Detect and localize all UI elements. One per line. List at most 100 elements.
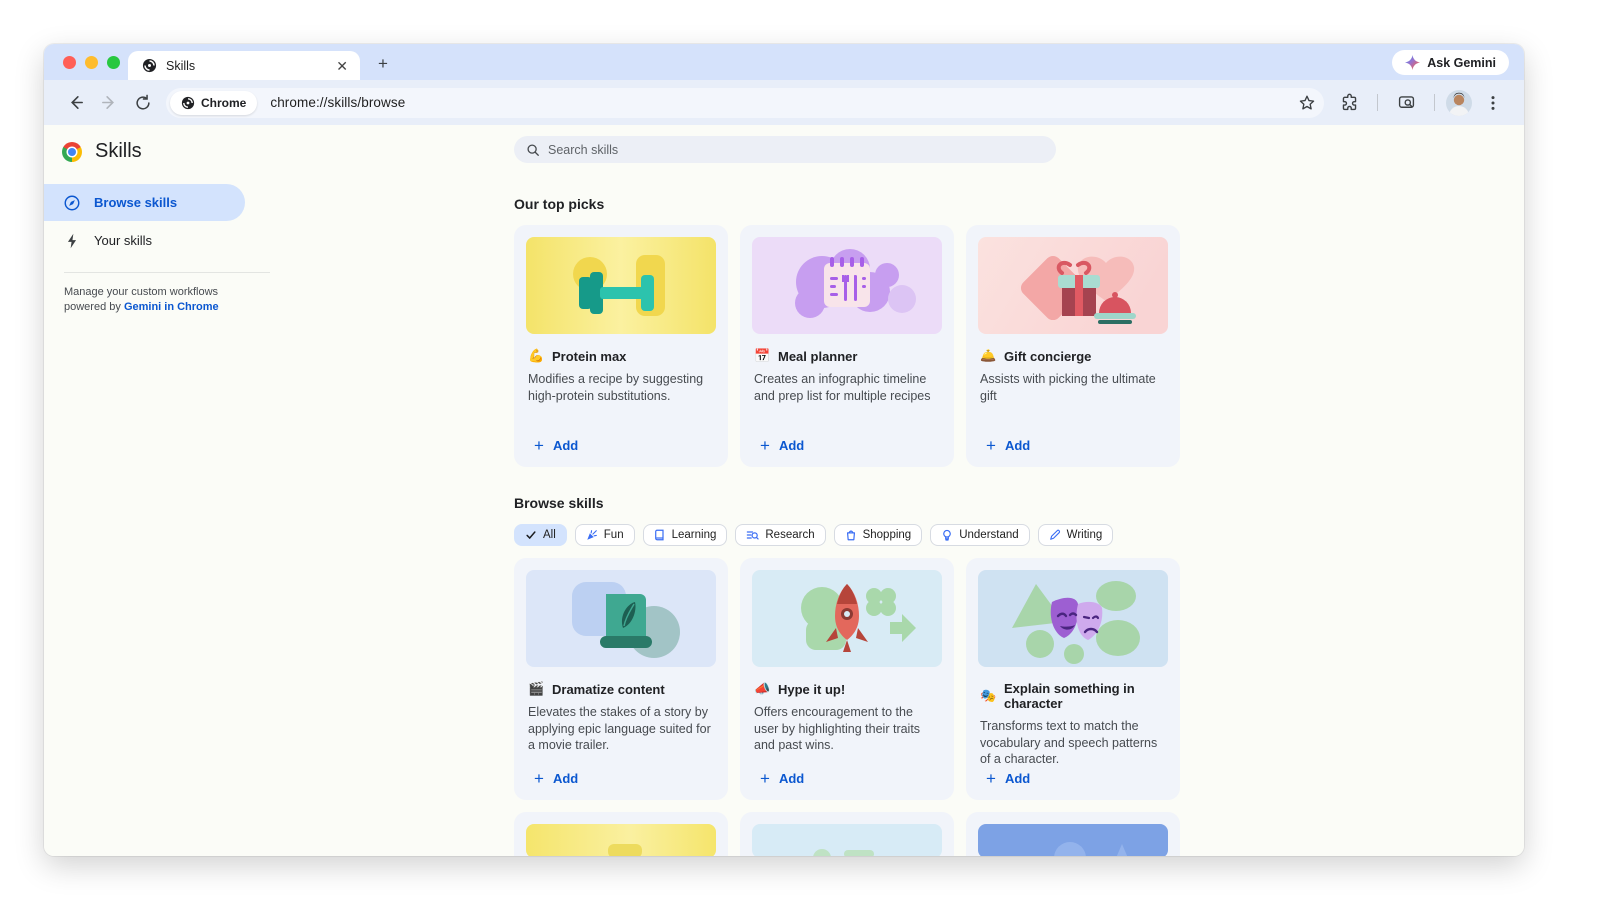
more-menu-icon[interactable] [1476, 88, 1510, 118]
ask-gemini-button[interactable]: Ask Gemini [1392, 50, 1509, 75]
extensions-icon[interactable] [1332, 88, 1366, 118]
add-button[interactable]: + Add [534, 770, 578, 787]
toolbar-divider [1377, 94, 1378, 111]
filter-chip-understand[interactable]: Understand [930, 524, 1030, 546]
gemini-sparkle-icon [1405, 55, 1421, 70]
plus-icon: + [986, 436, 996, 455]
add-button[interactable]: + Add [986, 437, 1030, 454]
skill-title: Meal planner [778, 348, 858, 364]
lightbulb-icon [943, 529, 952, 541]
skill-title: Gift concierge [1004, 348, 1092, 364]
search-icon [527, 143, 539, 156]
skill-card-partial[interactable] [514, 812, 728, 856]
plus-icon: + [534, 769, 544, 788]
filter-label: Learning [671, 529, 717, 541]
skill-card-partial[interactable] [966, 812, 1180, 856]
flex-biceps-icon: 💪 [528, 348, 545, 363]
skill-card-protein-max[interactable]: 💪 Protein max Modifies a recipe by sugge… [514, 225, 728, 467]
browser-window: Skills ✕ + Ask Gemini [44, 44, 1524, 856]
filter-label: Fun [603, 529, 624, 541]
url-text[interactable]: chrome://skills/browse [270, 95, 406, 110]
calendar-icon: 📅 [754, 348, 771, 363]
skill-title: Dramatize content [552, 681, 665, 697]
plus-icon: + [534, 436, 544, 455]
tab-search-panel-icon[interactable] [1389, 88, 1423, 118]
reload-button[interactable] [126, 88, 160, 118]
skill-card-dramatize-content[interactable]: 🎬 Dramatize content Elevates the stakes … [514, 558, 728, 800]
skill-description: Offers encouragement to the user by high… [754, 705, 921, 752]
profile-avatar[interactable] [1446, 89, 1472, 116]
top-picks-grid: 💪 Protein max Modifies a recipe by sugge… [514, 225, 1180, 467]
filter-chip-learning[interactable]: Learning [642, 524, 728, 546]
skill-title-row: 💪 Protein max [528, 348, 714, 364]
back-button[interactable] [58, 88, 92, 118]
clapper-board-icon: 🎬 [528, 681, 545, 696]
address-bar[interactable]: Chrome chrome://skills/browse [166, 87, 1324, 118]
add-label: Add [778, 771, 805, 786]
skill-card-hype-it-up[interactable]: 📣 Hype it up! Offers encouragement to th… [740, 558, 954, 800]
forward-button[interactable] [92, 88, 126, 118]
plus-icon: + [760, 436, 770, 455]
search-input[interactable] [548, 142, 1044, 157]
add-button[interactable]: + Add [534, 437, 578, 454]
filter-chip-fun[interactable]: Fun [574, 524, 635, 546]
shopping-bag-icon [846, 530, 855, 541]
bookmark-star-icon[interactable] [1298, 94, 1316, 112]
sidebar-item-label: Browse skills [94, 195, 178, 210]
performing-arts-icon: 🎭 [980, 688, 997, 703]
skill-card-partial[interactable] [740, 812, 954, 856]
filter-label: Writing [1066, 529, 1103, 541]
skills-favicon-icon [142, 58, 157, 73]
filter-label: Research [765, 529, 815, 541]
add-button[interactable]: + Add [760, 437, 804, 454]
explain-in-character-banner-art [978, 570, 1168, 667]
ask-gemini-label: Ask Gemini [1427, 55, 1496, 70]
party-popper-icon [587, 530, 597, 540]
sidebar-item-your-skills[interactable]: Your skills [44, 222, 245, 259]
close-window-button[interactable] [63, 56, 76, 69]
browse-skills-grid: 🎬 Dramatize content Elevates the stakes … [514, 558, 1180, 800]
sidebar-divider [64, 272, 270, 273]
skill-description: Transforms text to match the vocabulary … [980, 719, 1158, 766]
pen-icon [1049, 529, 1060, 540]
filter-chip-shopping[interactable]: Shopping [833, 524, 923, 546]
skill-card-explain-in-character[interactable]: 🎭 Explain something in character Transfo… [966, 558, 1180, 800]
filter-chip-writing[interactable]: Writing [1037, 524, 1114, 546]
minimize-window-button[interactable] [85, 56, 98, 69]
dramatize-content-banner-art [526, 570, 716, 667]
tab-close-icon[interactable]: ✕ [336, 57, 348, 74]
skill-title: Protein max [552, 348, 627, 364]
browser-toolbar: Chrome chrome://skills/browse [44, 80, 1524, 125]
tab-skills[interactable]: Skills ✕ [128, 51, 360, 80]
sidebar-item-browse-skills[interactable]: Browse skills [44, 184, 245, 221]
skill-description: Elevates the stakes of a story by applyi… [528, 705, 711, 752]
new-tab-button[interactable]: + [378, 54, 388, 73]
add-label: Add [1004, 438, 1031, 453]
skill-description: Modifies a recipe by suggesting high-pro… [528, 372, 704, 403]
skill-card-gift-concierge[interactable]: 🛎️ Gift concierge Assists with picking t… [966, 225, 1180, 467]
skill-description: Creates an infographic timeline and prep… [754, 372, 931, 403]
chrome-color-logo-icon [62, 141, 82, 162]
add-button[interactable]: + Add [986, 770, 1030, 787]
filter-chip-research[interactable]: Research [735, 524, 826, 546]
tab-strip: Skills ✕ + Ask Gemini [44, 44, 1524, 80]
sidebar-header: Skills [44, 125, 290, 163]
sidebar-nav: Browse skills Your skills [44, 184, 290, 259]
window-controls [63, 56, 120, 69]
gemini-in-chrome-link[interactable]: Gemini in Chrome [123, 301, 219, 313]
maximize-window-button[interactable] [107, 56, 120, 69]
compass-icon [64, 195, 80, 210]
chrome-site-chip[interactable]: Chrome [170, 90, 258, 115]
filter-chip-all[interactable]: All [514, 524, 567, 546]
bolt-icon [67, 233, 77, 248]
protein-max-banner-art [526, 237, 716, 334]
add-label: Add [552, 438, 579, 453]
skill-card-meal-planner[interactable]: 📅 Meal planner Creates an infographic ti… [740, 225, 954, 467]
skill-title-row: 📅 Meal planner [754, 348, 940, 364]
search-bar[interactable] [514, 136, 1056, 163]
browse-skills-heading: Browse skills [514, 495, 604, 511]
add-button[interactable]: + Add [760, 770, 804, 787]
toolbar-divider [1434, 94, 1435, 111]
meal-planner-banner-art [752, 237, 942, 334]
chrome-chip-label: Chrome [201, 95, 247, 110]
